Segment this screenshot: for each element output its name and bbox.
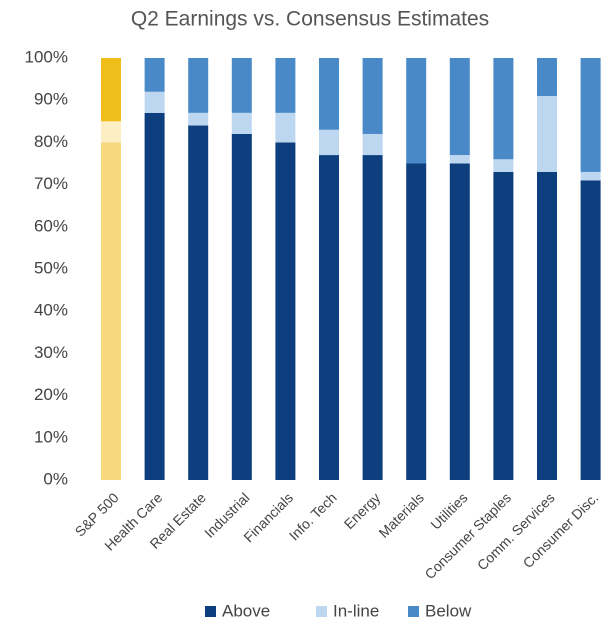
bar-segment <box>449 163 470 480</box>
bar-segment <box>188 125 209 481</box>
legend-swatch <box>408 606 419 617</box>
bar-segment <box>319 155 339 480</box>
bar-segment <box>101 121 121 143</box>
bar-segment <box>537 95 557 172</box>
bar-segment <box>275 112 296 143</box>
bar-segment <box>362 58 383 134</box>
y-tick-label: 100% <box>25 47 68 66</box>
bar-segment <box>188 58 209 113</box>
bar-segment <box>275 58 296 113</box>
x-tick-label: Info. Tech <box>286 489 340 543</box>
y-tick-label: 70% <box>34 174 68 193</box>
bar-segment <box>101 142 121 480</box>
bar-segment <box>537 58 557 96</box>
bar-segment <box>580 171 601 181</box>
y-tick-label: 80% <box>34 132 68 151</box>
bar-segment <box>493 58 514 160</box>
bar-segment <box>449 155 470 164</box>
bar-segment <box>275 142 296 480</box>
x-tick-label: Utilities <box>427 489 470 532</box>
bar-segment <box>362 133 383 156</box>
x-tick-label: Energy <box>341 489 384 532</box>
bar-segment <box>319 58 339 130</box>
bar-segment <box>406 163 427 480</box>
bar-segment <box>319 129 339 156</box>
legend-label: Below <box>425 601 472 620</box>
bar-segment <box>101 58 121 122</box>
legend-label: In-line <box>333 601 379 620</box>
y-tick-label: 50% <box>34 258 68 277</box>
y-tick-label: 60% <box>34 216 68 235</box>
bar-segment <box>231 133 252 480</box>
bar-segment <box>449 58 470 156</box>
y-tick-label: 40% <box>34 301 68 320</box>
chart-title: Q2 Earnings vs. Consensus Estimates <box>131 8 489 31</box>
bar-segment <box>231 58 252 113</box>
x-tick-label: Materials <box>375 489 426 540</box>
x-tick-label: Consumer Disc. <box>520 489 602 571</box>
y-tick-label: 20% <box>34 385 68 404</box>
bar-segment <box>144 91 165 113</box>
bar-segment <box>580 180 601 480</box>
x-tick-label: Comm. Services <box>474 489 558 573</box>
y-tick-label: 30% <box>34 343 68 362</box>
legend-swatch <box>205 606 216 617</box>
bar-segment <box>144 58 165 92</box>
legend-swatch <box>316 606 327 617</box>
bar-segment <box>231 112 252 134</box>
y-tick-label: 90% <box>34 90 68 109</box>
bar-segment <box>362 155 383 480</box>
bar-segment <box>144 112 165 481</box>
bar-segment <box>406 58 427 164</box>
bar-segment <box>188 112 209 126</box>
bar-segment <box>493 159 514 172</box>
bar-segment <box>493 171 514 480</box>
legend-label: Above <box>222 601 270 620</box>
y-tick-label: 10% <box>34 427 68 446</box>
bar-segment <box>580 58 601 172</box>
y-tick-label: 0% <box>43 469 68 488</box>
bar-segment <box>537 171 557 480</box>
